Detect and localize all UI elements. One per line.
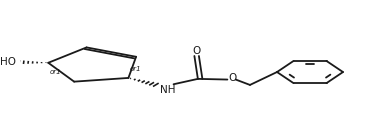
Text: or1: or1	[49, 69, 61, 75]
Text: O: O	[228, 73, 236, 84]
Text: or1: or1	[130, 66, 142, 72]
Text: O: O	[192, 46, 201, 56]
Text: HO: HO	[0, 57, 16, 67]
Text: NH: NH	[160, 85, 175, 95]
